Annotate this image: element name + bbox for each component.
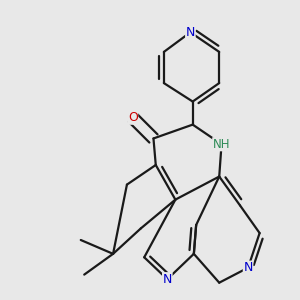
- Text: NH: NH: [213, 138, 230, 151]
- Text: N: N: [243, 261, 253, 274]
- Text: O: O: [128, 111, 138, 124]
- Text: N: N: [186, 26, 195, 39]
- Text: N: N: [163, 273, 172, 286]
